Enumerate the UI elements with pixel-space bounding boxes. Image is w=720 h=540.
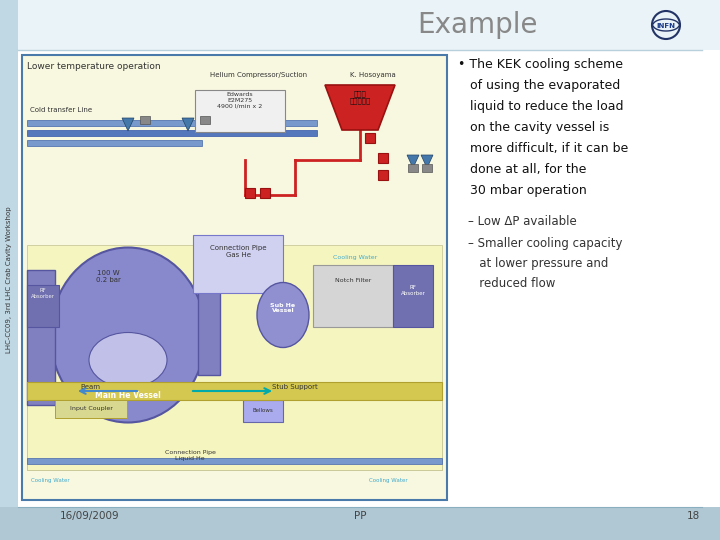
Text: reduced flow: reduced flow bbox=[468, 277, 555, 290]
Text: 16/09/2009: 16/09/2009 bbox=[60, 511, 120, 521]
Bar bbox=[260, 188, 270, 198]
Polygon shape bbox=[325, 85, 395, 130]
Text: Cooling Water: Cooling Water bbox=[369, 478, 408, 483]
Bar bbox=[393, 265, 433, 327]
Bar bbox=[27, 382, 442, 400]
Text: Input Coupler: Input Coupler bbox=[70, 406, 112, 411]
Text: Beam: Beam bbox=[80, 384, 100, 390]
Text: Cold transfer Line: Cold transfer Line bbox=[30, 107, 92, 113]
Bar bbox=[0, 0, 18, 507]
Text: Cooling Water: Cooling Water bbox=[31, 478, 69, 483]
Text: Lower temperature operation: Lower temperature operation bbox=[27, 62, 161, 71]
Bar bbox=[422, 164, 432, 172]
Text: – Low ΔP available: – Low ΔP available bbox=[468, 215, 577, 228]
Bar bbox=[245, 188, 255, 198]
Polygon shape bbox=[182, 118, 194, 131]
Polygon shape bbox=[122, 118, 134, 131]
Text: Stub Support: Stub Support bbox=[272, 384, 318, 390]
Text: LHC-CC09, 3rd LHC Crab Cavity Workshop: LHC-CC09, 3rd LHC Crab Cavity Workshop bbox=[6, 207, 12, 353]
Bar bbox=[195, 90, 285, 132]
Text: Example: Example bbox=[418, 11, 539, 39]
Bar bbox=[22, 55, 447, 500]
Bar bbox=[408, 164, 418, 172]
Bar bbox=[378, 153, 388, 163]
Bar bbox=[193, 235, 283, 293]
Bar bbox=[27, 120, 317, 126]
Bar bbox=[140, 116, 150, 124]
Bar bbox=[55, 400, 127, 418]
Text: Cooling Water: Cooling Water bbox=[333, 255, 377, 260]
Ellipse shape bbox=[50, 247, 205, 422]
Text: RF
Absorber: RF Absorber bbox=[31, 288, 55, 299]
Text: Connection Pipe
Liquid He: Connection Pipe Liquid He bbox=[165, 450, 215, 461]
Text: INFN: INFN bbox=[657, 23, 675, 29]
Text: 18: 18 bbox=[687, 511, 700, 521]
Ellipse shape bbox=[89, 333, 167, 388]
Polygon shape bbox=[407, 155, 419, 168]
Bar bbox=[27, 285, 59, 327]
Polygon shape bbox=[421, 155, 433, 168]
Text: 100 W
0.2 bar: 100 W 0.2 bar bbox=[96, 270, 120, 283]
Text: • The KEK cooling scheme: • The KEK cooling scheme bbox=[458, 58, 623, 71]
Text: more difficult, if it can be: more difficult, if it can be bbox=[458, 142, 629, 155]
Bar bbox=[243, 400, 283, 422]
Text: Main He Vessel: Main He Vessel bbox=[95, 390, 161, 400]
Text: Notch Filter: Notch Filter bbox=[335, 278, 371, 283]
Text: PP: PP bbox=[354, 511, 366, 521]
Bar bbox=[378, 170, 388, 180]
Bar bbox=[200, 116, 210, 124]
Text: on the cavity vessel is: on the cavity vessel is bbox=[458, 121, 609, 134]
Text: 減圧用
冷却ポンプ: 減圧用 冷却ポンプ bbox=[349, 90, 371, 104]
Text: liquid to reduce the load: liquid to reduce the load bbox=[458, 100, 624, 113]
Bar bbox=[18, 0, 720, 50]
Bar bbox=[27, 270, 55, 405]
Bar bbox=[27, 458, 442, 464]
Bar bbox=[365, 133, 375, 143]
Text: Connection Pipe
Gas He: Connection Pipe Gas He bbox=[210, 245, 266, 258]
Text: – Smaller cooling capacity: – Smaller cooling capacity bbox=[468, 237, 623, 250]
Text: at lower pressure and: at lower pressure and bbox=[468, 257, 608, 270]
Bar bbox=[27, 130, 317, 136]
Bar bbox=[198, 270, 220, 375]
Text: Sub He
Vessel: Sub He Vessel bbox=[271, 302, 296, 313]
Bar bbox=[313, 265, 393, 327]
Text: done at all, for the: done at all, for the bbox=[458, 163, 586, 176]
Text: RF
Absorber: RF Absorber bbox=[400, 285, 426, 296]
Text: Bellows: Bellows bbox=[253, 408, 274, 413]
Text: Edwards
E2M275
4900 l/min x 2: Edwards E2M275 4900 l/min x 2 bbox=[217, 92, 263, 109]
Bar bbox=[27, 395, 442, 470]
Ellipse shape bbox=[257, 282, 309, 348]
Bar bbox=[0, 507, 720, 540]
Text: 30 mbar operation: 30 mbar operation bbox=[458, 184, 587, 197]
Text: Helium Compressor/Suction: Helium Compressor/Suction bbox=[210, 72, 307, 78]
Text: of using the evaporated: of using the evaporated bbox=[458, 79, 620, 92]
Bar bbox=[27, 140, 202, 146]
Bar bbox=[27, 245, 442, 470]
Text: K. Hosoyama: K. Hosoyama bbox=[350, 72, 396, 78]
